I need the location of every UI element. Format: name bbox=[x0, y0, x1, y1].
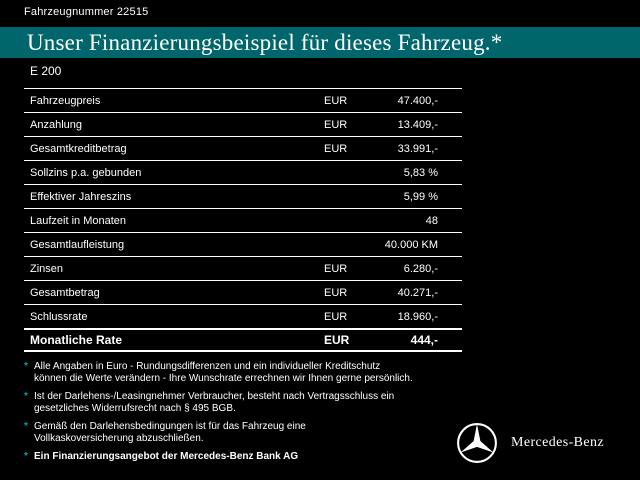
row-value: 5,99 % bbox=[403, 190, 438, 203]
footnote-text: Ein Finanzierungsangebot der Mercedes-Be… bbox=[34, 451, 299, 462]
row-value: 6.280,- bbox=[403, 262, 438, 275]
row-label: Gesamtlaufleistung bbox=[30, 238, 125, 251]
table-row: Fahrzeugpreis EUR 47.400,- bbox=[24, 88, 462, 112]
row-label: Gesamtbetrag bbox=[30, 286, 100, 299]
table-row: Sollzins p.a. gebunden 5,83 % bbox=[24, 160, 462, 184]
footnote-text: Ist der Darlehens-/Leasingnehmer Verbrau… bbox=[34, 391, 395, 414]
footnote: * Ist der Darlehens-/Leasingnehmer Verbr… bbox=[24, 391, 554, 415]
footnote-marker: * bbox=[24, 391, 28, 402]
table-row: Schlussrate EUR 18.960,- bbox=[24, 304, 462, 328]
brand-name: Mercedes-Benz bbox=[511, 435, 605, 450]
footnote-marker: * bbox=[24, 421, 28, 432]
row-label: Effektiver Jahreszins bbox=[30, 190, 132, 203]
footnotes: * Alle Angaben in Euro - Rundungsdiffere… bbox=[24, 361, 554, 469]
row-currency: EUR bbox=[324, 286, 348, 299]
table-row: Effektiver Jahreszins 5,99 % bbox=[24, 184, 462, 208]
row-label: Sollzins p.a. gebunden bbox=[30, 166, 142, 179]
page-title: Unser Finanzierungsbeispiel für dieses F… bbox=[27, 29, 503, 55]
row-currency: EUR bbox=[324, 333, 350, 347]
title-banner: Unser Finanzierungsbeispiel für dieses F… bbox=[0, 27, 640, 58]
row-currency: EUR bbox=[324, 310, 348, 323]
row-value: 40.271,- bbox=[397, 286, 438, 299]
mercedes-star-icon bbox=[457, 423, 497, 463]
table-row: Anzahlung EUR 13.409,- bbox=[24, 112, 462, 136]
row-value: 18.960,- bbox=[397, 310, 438, 323]
table-row: Laufzeit in Monaten 48 bbox=[24, 208, 462, 232]
footnote-marker: * bbox=[24, 451, 28, 462]
row-label: Zinsen bbox=[30, 262, 64, 275]
row-currency: EUR bbox=[324, 262, 348, 275]
row-currency: EUR bbox=[324, 94, 348, 107]
row-label: Gesamtkreditbetrag bbox=[30, 142, 127, 155]
row-value: 444,- bbox=[410, 333, 438, 347]
row-label: Fahrzeugpreis bbox=[30, 94, 101, 107]
row-value: 33.991,- bbox=[397, 142, 438, 155]
model-name: E 200 bbox=[30, 64, 62, 78]
row-label: Monatliche Rate bbox=[30, 333, 123, 347]
footnote: * Alle Angaben in Euro - Rundungsdiffere… bbox=[24, 361, 554, 385]
table-row-monthly-rate: Monatliche Rate EUR 444,- bbox=[24, 328, 462, 352]
row-value: 5,83 % bbox=[403, 166, 438, 179]
row-value: 48 bbox=[425, 214, 438, 227]
footnote-text: Alle Angaben in Euro - Rundungsdifferenz… bbox=[34, 361, 413, 384]
vehicle-number: Fahrzeugnummer 22515 bbox=[24, 6, 149, 18]
table-row: Zinsen EUR 6.280,- bbox=[24, 256, 462, 280]
row-value: 13.409,- bbox=[397, 118, 438, 131]
footnote-marker: * bbox=[24, 361, 28, 372]
financing-table: Fahrzeugpreis EUR 47.400,- Anzahlung EUR… bbox=[24, 88, 462, 352]
brand-logo: Mercedes-Benz bbox=[456, 422, 604, 464]
row-label: Schlussrate bbox=[30, 310, 88, 323]
footnote: * Gemäß den Darlehensbedingungen ist für… bbox=[24, 421, 554, 445]
table-row: Gesamtlaufleistung 40.000 KM bbox=[24, 232, 462, 256]
row-value: 47.400,- bbox=[397, 94, 438, 107]
row-currency: EUR bbox=[324, 118, 348, 131]
row-value: 40.000 KM bbox=[384, 238, 438, 251]
footnote-text: Gemäß den Darlehensbedingungen ist für d… bbox=[34, 421, 306, 444]
footnote-financing-offer: * Ein Finanzierungsangebot der Mercedes-… bbox=[24, 451, 554, 463]
row-label: Anzahlung bbox=[30, 118, 82, 131]
table-row: Gesamtkreditbetrag EUR 33.991,- bbox=[24, 136, 462, 160]
row-currency: EUR bbox=[324, 142, 348, 155]
table-row: Gesamtbetrag EUR 40.271,- bbox=[24, 280, 462, 304]
row-label: Laufzeit in Monaten bbox=[30, 214, 127, 227]
